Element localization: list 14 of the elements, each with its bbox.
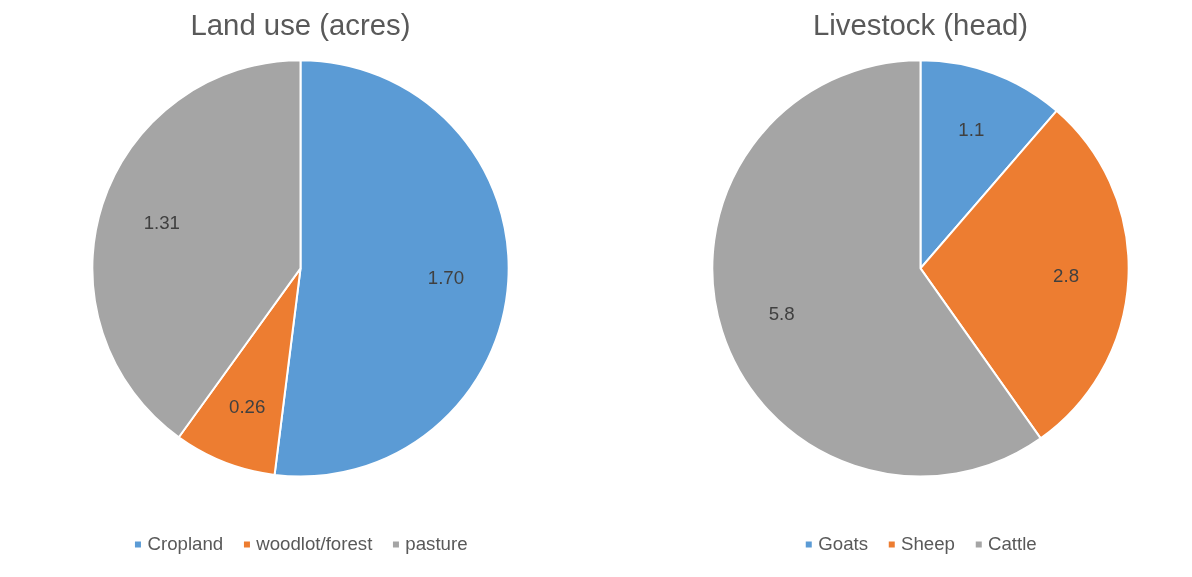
chart-title: Livestock (head)	[812, 7, 1029, 41]
legend-label: Cattle	[987, 533, 1037, 555]
data-label: 1.1	[958, 118, 985, 140]
chart-title: Land use (acres)	[190, 7, 411, 41]
data-label: 1.70	[427, 267, 465, 289]
data-label: 0.26	[229, 396, 266, 418]
data-label: 2.8	[1053, 265, 1080, 287]
legend-label: woodlot/forest	[256, 533, 373, 555]
data-label: 1.31	[143, 212, 180, 234]
legend-label: pasture	[405, 533, 468, 555]
legend-label: Goats	[818, 533, 869, 555]
legend-label: Cropland	[147, 533, 224, 555]
data-label: 5.8	[768, 302, 795, 324]
legend-label: Sheep	[901, 533, 955, 555]
